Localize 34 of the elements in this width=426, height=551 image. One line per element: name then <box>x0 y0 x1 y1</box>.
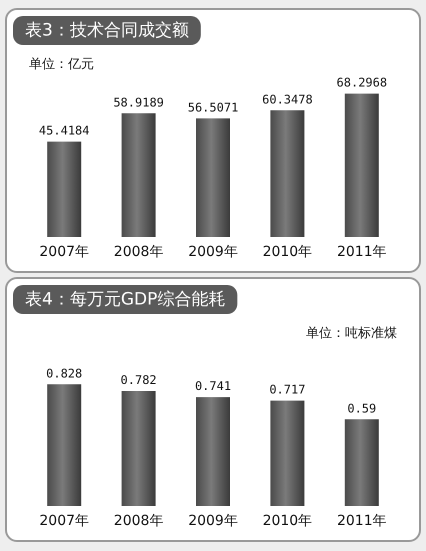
bar <box>196 118 230 237</box>
bar <box>270 400 304 506</box>
data-label: 0.717 <box>269 382 306 397</box>
data-label: 45.4184 <box>38 124 90 138</box>
data-label: 0.59 <box>347 401 376 416</box>
bar <box>47 384 82 506</box>
x-tick-label: 2009年 <box>188 244 238 260</box>
bar <box>344 419 379 506</box>
text: 单位：亿元 <box>29 57 94 72</box>
x-tick-label: 2008年 <box>114 244 164 260</box>
data-label: 56.5071 <box>188 100 238 114</box>
bar <box>344 94 379 237</box>
bar <box>196 397 230 506</box>
x-tick-label: 2010年 <box>262 513 312 529</box>
chart-title: 表4：每万元GDP综合能耗 <box>25 290 226 310</box>
x-tick-label: 2007年 <box>39 513 90 529</box>
x-tick-label: 2008年 <box>114 513 164 529</box>
data-label: 68.2968 <box>336 76 388 90</box>
x-tick-label: 2009年 <box>188 513 238 529</box>
data-label: 60.3478 <box>262 92 313 106</box>
x-tick-label: 2011年 <box>336 513 387 529</box>
x-tick-label: 2010年 <box>262 244 312 260</box>
x-tick-label: 2011年 <box>336 244 387 260</box>
bar <box>47 142 82 237</box>
bar <box>122 391 156 506</box>
data-label: 0.741 <box>194 379 232 394</box>
x-tick-label: 2007年 <box>39 244 90 260</box>
bar <box>270 110 304 237</box>
chart-title: 表3：技术合同成交额 <box>25 20 189 40</box>
data-label: 0.828 <box>46 366 82 380</box>
data-label: 58.9189 <box>113 95 164 110</box>
data-label: 0.782 <box>120 373 157 388</box>
text: 单位：吨标准煤 <box>306 326 397 341</box>
bar <box>122 113 156 237</box>
